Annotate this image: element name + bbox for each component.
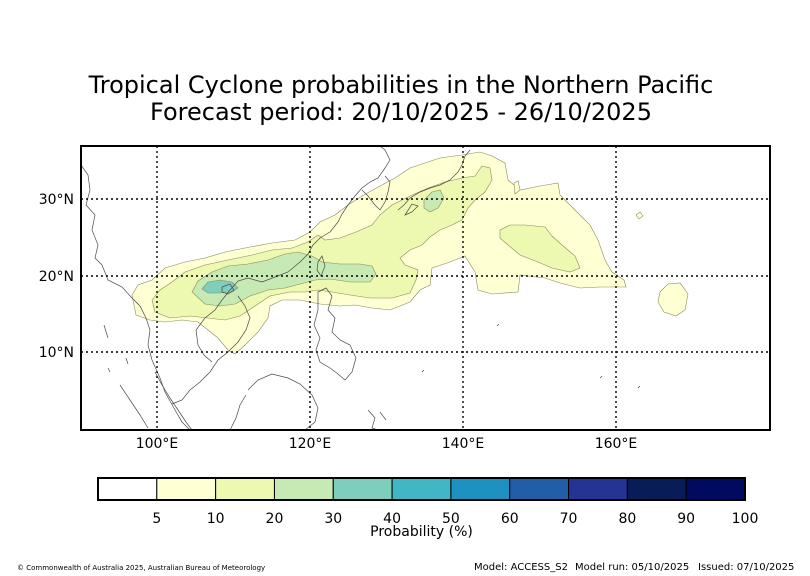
lat-tick-30: 30°N [39,192,74,208]
colorbar-swatch [273,477,334,501]
coast-malay [119,371,193,430]
map-title-line-2: Forecast period: 20/10/2025 - 26/10/2025 [150,98,652,126]
map-area [81,146,770,430]
colorbar-label: Probability (%) [370,524,473,540]
colorbar-frame [97,477,746,501]
prob-zone-5-east [657,282,689,317]
prob-zone-20-north [423,189,445,213]
colorbar-tick-label: 80 [618,511,636,527]
colorbar-swatch [391,477,452,501]
model-name: Model: ACCESS_S2 [474,562,568,573]
colorbar-swatch [626,477,687,501]
colorbar-tick-labels: 5 10 20 30 40 50 60 70 80 90 100 [152,511,758,527]
colorbar-tick-label: 70 [560,511,578,527]
coast-philippines [313,287,357,381]
colorbar-tick-label: 50 [442,511,460,527]
lon-tick-100: 100°E [136,436,179,452]
colorbar-swatch [156,477,217,501]
probability-contours [131,151,689,355]
lon-tick-labels: 100°E 120°E 140°E 160°E [136,436,638,452]
coast-korea [361,175,391,211]
colorbar-tick-label: 60 [501,511,519,527]
map-title-line-1: Tropical Cyclone probabilities in the No… [88,71,714,99]
colorbar [97,477,746,501]
prob-zone-10-east [499,224,581,273]
map-frame [80,145,771,431]
colorbar-swatch [509,477,570,501]
coast-indochina [171,295,251,405]
colorbar-swatch [450,477,511,501]
colorbar-tick-label: 40 [383,511,401,527]
coast-hainan [221,283,235,295]
colorbar-tick-label: 20 [266,511,284,527]
colorbar-tick-label: 5 [152,511,161,527]
lon-tick-120: 120°E [289,436,332,452]
prob-zone-5-dot [635,211,644,220]
colorbar-swatch [685,477,746,501]
coast-islands [103,323,641,389]
copyright-credit: © Commonwealth of Australia 2025, Austra… [17,564,266,572]
model-run-date: Model run: 05/10/2025 [575,562,690,573]
lat-tick-10: 10°N [39,345,74,361]
coastlines [81,146,641,430]
colorbar-swatch [97,477,158,501]
colorbar-swatch [332,477,393,501]
lat-tick-labels: 30°N 20°N 10°N [39,192,74,361]
colorbar-tick-label: 100 [732,511,759,527]
prob-zone-20 [191,251,377,307]
prob-zone-5-islet [513,180,521,195]
issued-date: Issued: 07/10/2025 [698,562,795,573]
colorbar-swatch [568,477,628,501]
coast-borneo [229,373,319,430]
coast-taiwan [316,255,326,277]
colorbar-tick-label: 90 [677,511,695,527]
prob-zone-30 [201,279,239,294]
colorbar-tick-label: 10 [207,511,225,527]
lon-tick-160: 160°E [595,436,638,452]
colorbar-tick-label: 30 [324,511,342,527]
coast-asia-mainland [81,146,391,430]
lon-tick-140: 140°E [442,436,485,452]
coast-sulawesi [367,409,387,430]
gridlines [81,146,770,430]
lat-tick-20: 20°N [39,269,74,285]
colorbar-swatch [215,477,275,501]
